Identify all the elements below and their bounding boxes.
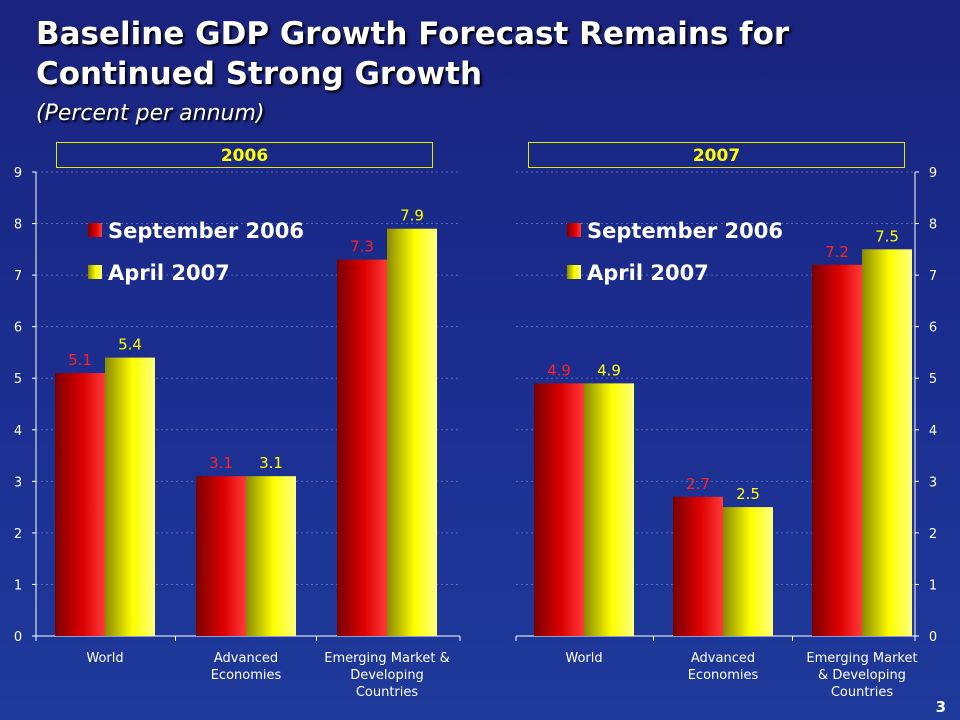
bar-april-2007 [584, 383, 634, 636]
bar-september-2006 [534, 383, 584, 636]
slide-subtitle: (Percent per annum) [36, 101, 265, 126]
x-tick-label: World [86, 651, 123, 666]
y-tick-label: 7 [929, 269, 937, 284]
x-tick-label: Emerging Market & [324, 651, 449, 666]
bar-september-2006 [55, 373, 105, 636]
data-label: 7.2 [825, 243, 849, 261]
data-label: 5.1 [68, 351, 92, 369]
y-tick-label: 3 [929, 475, 937, 490]
bar-april-2007 [862, 249, 912, 636]
bar-april-2007 [723, 507, 773, 636]
y-tick-label: 8 [929, 218, 937, 233]
x-tick-label: Advanced [691, 651, 755, 666]
y-tick-label: 1 [929, 578, 937, 593]
slide-title: Baseline GDP Growth Forecast Remains for… [36, 14, 789, 94]
bar-september-2006 [196, 476, 246, 636]
x-tick-label: Economies [688, 668, 759, 683]
data-label: 3.1 [209, 454, 233, 472]
x-tick-label: Countries [356, 685, 419, 700]
legend-label: April 2007 [108, 261, 230, 285]
y-tick-label: 1 [14, 578, 22, 593]
y-tick-label: 0 [14, 630, 22, 645]
y-tick-label: 0 [929, 630, 937, 645]
x-tick-label: Economies [211, 668, 282, 683]
legend-swatch [567, 265, 581, 279]
x-tick-label: World [565, 651, 602, 666]
data-label: 7.3 [350, 238, 374, 256]
y-tick-label: 5 [14, 372, 22, 387]
legend-label: September 2006 [108, 219, 304, 243]
data-label: 2.7 [686, 475, 710, 493]
chart-2007: 0 1 2 3 4 5 6 7 8 9 4.9 2.7 7.2 4.9 2.5 7.5 World Advance… [515, 166, 937, 700]
data-label: 3.1 [259, 454, 283, 472]
slide-title-line-1: Baseline GDP Growth Forecast Remains for [36, 16, 790, 52]
bar-april-2007 [246, 476, 296, 636]
data-label: 4.9 [597, 361, 621, 379]
x-tick-label: Emerging Market [806, 651, 917, 666]
bar-september-2006 [337, 259, 387, 636]
data-label: 4.9 [547, 361, 571, 379]
panel-label-2006: 2006 [56, 142, 433, 168]
x-tick-label: & Developing [818, 668, 906, 683]
y-tick-label: 2 [929, 527, 937, 542]
legend-swatch [567, 223, 581, 237]
data-label: 7.5 [875, 227, 899, 245]
y-tick-label: 3 [14, 475, 22, 490]
legend-label: September 2006 [587, 219, 783, 243]
y-tick-label: 6 [14, 321, 22, 336]
data-label: 7.9 [400, 207, 424, 225]
legend-swatch [88, 223, 102, 237]
y-tick-label: 4 [14, 424, 22, 439]
bar-september-2006 [673, 496, 723, 636]
panel-label-2007: 2007 [528, 142, 905, 168]
x-tick-label: Developing [350, 668, 424, 683]
page-number: 3 [935, 698, 946, 716]
x-tick-label: Advanced [214, 651, 278, 666]
data-label: 2.5 [736, 485, 760, 503]
bar-april-2007 [105, 357, 155, 636]
slide-title-line-2: Continued Strong Growth [36, 56, 483, 92]
data-label: 5.4 [118, 336, 142, 354]
legend-swatch [88, 265, 102, 279]
legend-label: April 2007 [587, 261, 709, 285]
y-tick-label: 2 [14, 527, 22, 542]
y-tick-label: 6 [929, 321, 937, 336]
y-tick-label: 7 [14, 269, 22, 284]
y-tick-label: 9 [929, 166, 937, 181]
y-tick-label: 4 [929, 424, 937, 439]
bar-september-2006 [812, 264, 862, 636]
chart-2006: 0 1 2 3 4 5 6 7 8 9 5.1 3.1 7.3 5.4 3.1 7.9 World Advance… [14, 166, 461, 700]
bar-april-2007 [387, 228, 437, 636]
y-tick-label: 5 [929, 372, 937, 387]
y-tick-label: 9 [14, 166, 22, 181]
x-tick-label: Countries [831, 685, 894, 700]
y-tick-label: 8 [14, 218, 22, 233]
